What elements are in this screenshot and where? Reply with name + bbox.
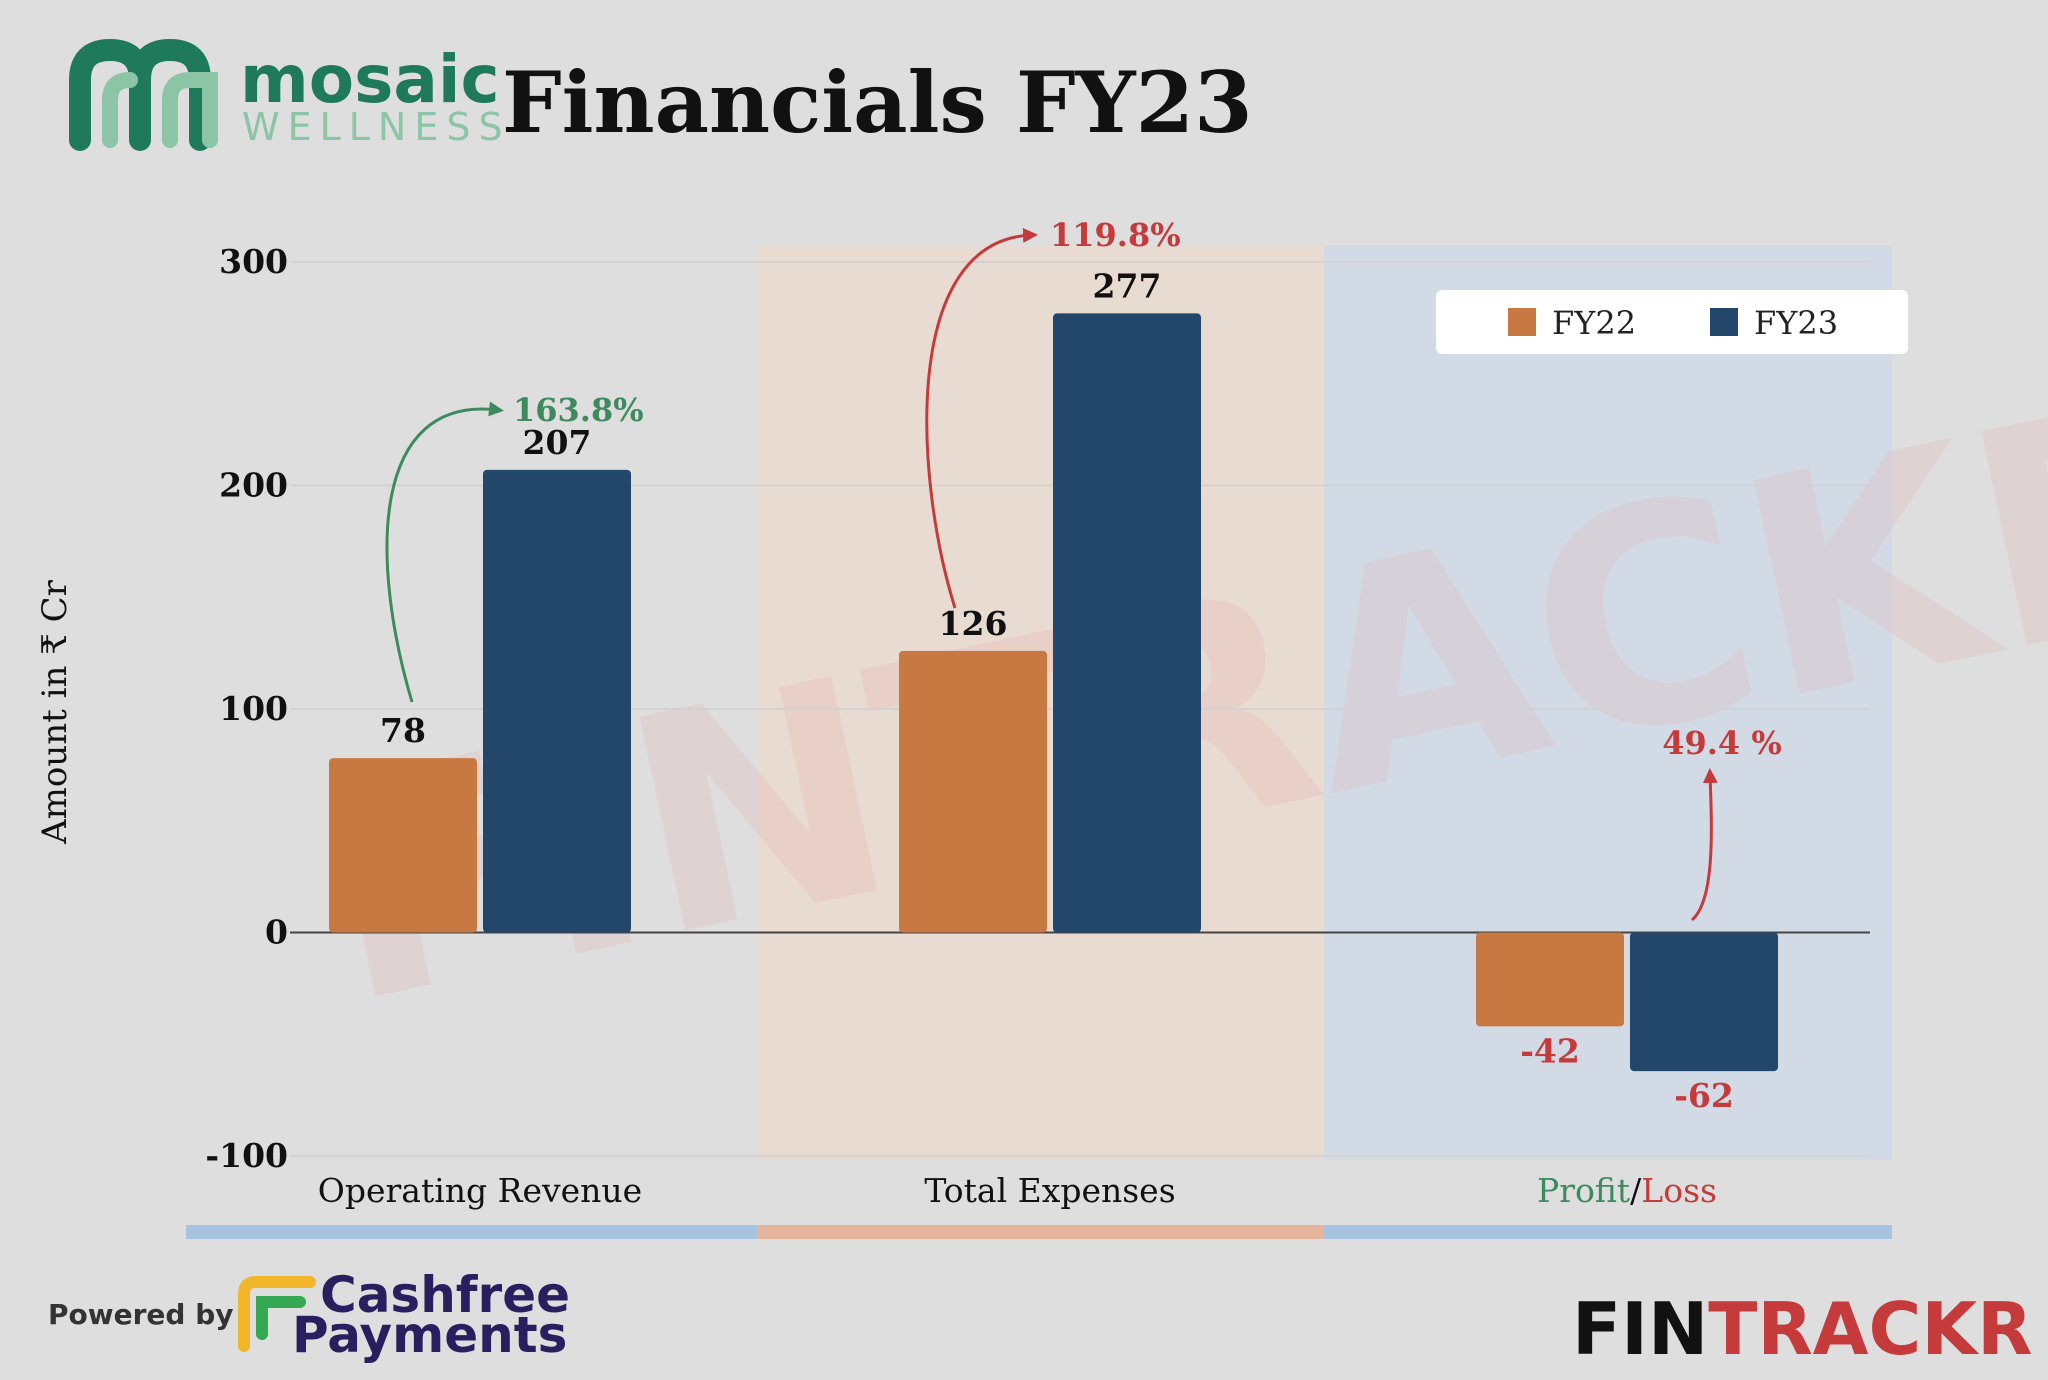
legend-swatch-fy22: [1508, 308, 1536, 336]
mosaic-logo: mosaic WELLNESS: [69, 38, 511, 151]
growth-arrow-expenses: [925, 227, 1038, 609]
fintrackr-logo-text: FINTRACKR: [1572, 1287, 2033, 1371]
y-tick-label: 100: [219, 689, 288, 728]
cashfree-mark-icon: [238, 1276, 316, 1352]
x-tick-label-part: Profit: [1537, 1171, 1630, 1210]
bar-fy22: [329, 758, 477, 933]
x-tick-label: Profit/Loss: [1537, 1171, 1717, 1210]
growth-arrow-revenue: [385, 401, 504, 703]
arrow-layer: 163.8% 119.8% 49.4 %: [385, 216, 1782, 922]
x-tick-label-part: Loss: [1641, 1171, 1717, 1210]
fintrackr-trackr: TRACKR: [1708, 1287, 2032, 1371]
growth-label-expenses: 119.8%: [1050, 216, 1181, 254]
legend-box: [1436, 290, 1908, 354]
y-tick-label: -100: [205, 1136, 288, 1175]
bar-layer: [329, 313, 1778, 1072]
bar-fy23: [1053, 313, 1201, 933]
legend: FY22 FY23: [1436, 290, 1908, 354]
data-label: 126: [939, 604, 1008, 643]
legend-label-fy23: FY23: [1754, 304, 1838, 342]
category-band-expenses: [757, 1225, 1324, 1239]
logo-mosaic-text: mosaic: [240, 41, 500, 118]
category-band-revenue: [186, 1225, 757, 1239]
bar-fy22: [1476, 932, 1624, 1027]
y-tick-label: 300: [219, 242, 288, 281]
y-tick-label: 200: [219, 466, 288, 505]
bar-fy23: [1630, 932, 1778, 1072]
logo-wellness-text: WELLNESS: [242, 105, 511, 149]
fintrackr-fin: FIN: [1572, 1287, 1708, 1371]
bar-fy22: [899, 650, 1047, 933]
cashfree-payments-text: Payments: [292, 1306, 567, 1364]
data-label: -42: [1520, 1031, 1580, 1070]
growth-label-profit: 49.4 %: [1662, 724, 1781, 762]
mosaic-logo-mark: [69, 38, 218, 151]
cashfree-logo: Cashfree Payments: [238, 1266, 570, 1364]
legend-swatch-fy23: [1710, 308, 1738, 336]
growth-label-revenue: 163.8%: [513, 391, 644, 429]
data-label: 277: [1093, 266, 1162, 305]
category-band-profit: [1324, 1225, 1892, 1239]
page-title: Financials FY23: [502, 53, 1253, 152]
growth-arrow-profit: [1690, 768, 1718, 922]
x-tick-label: Operating Revenue: [318, 1171, 642, 1210]
label-layer: 78 207 Operating Revenue 126 277 Total Expens…: [318, 266, 1734, 1210]
powered-by-text: Powered by: [48, 1298, 234, 1331]
bar-fy23: [483, 469, 631, 933]
x-tick-label: Total Expenses: [924, 1171, 1175, 1210]
x-tick-label-part: /: [1630, 1171, 1642, 1210]
fintrackr-logo: FINTRACKR: [1572, 1287, 2033, 1371]
y-axis-label: Amount in ₹ Cr: [35, 579, 75, 845]
legend-label-fy22: FY22: [1552, 304, 1636, 342]
cashfree-text: Cashfree: [320, 1266, 570, 1324]
data-label: 207: [523, 423, 592, 462]
data-label: 78: [380, 711, 426, 750]
data-label: -62: [1674, 1076, 1734, 1115]
y-tick-label: 0: [265, 913, 288, 952]
